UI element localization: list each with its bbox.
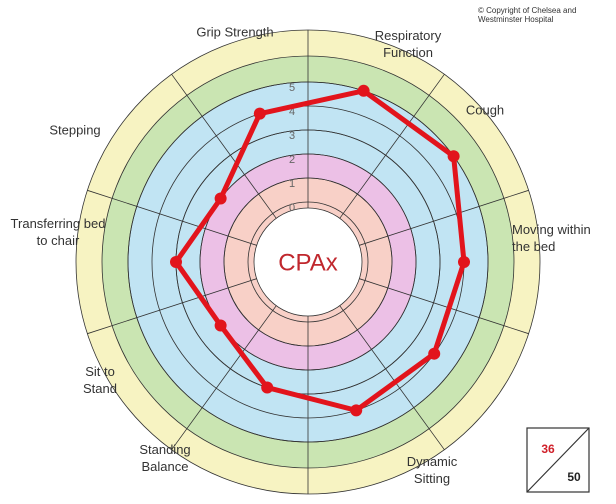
category-label: Grip Strength (196, 24, 274, 40)
category-label: Cough (465, 102, 505, 118)
point (458, 256, 470, 268)
point (253, 107, 266, 120)
point (214, 192, 227, 205)
chart-title: CPAx (278, 249, 338, 276)
copyright: © Copyright of Chelsea and Westminster H… (478, 6, 577, 24)
y-tick-label: 0 (289, 202, 295, 214)
category-label: Dynamic Sitting (406, 454, 458, 486)
category-label: Moving within the bed (512, 222, 591, 254)
spoke (339, 74, 445, 219)
point (214, 319, 227, 332)
category-label: Standing Balance (139, 442, 191, 474)
y-tick-label: 4 (289, 106, 295, 118)
category-label: Sit to Stand (83, 364, 117, 396)
spoke (87, 189, 257, 246)
spoke (171, 74, 277, 219)
spoke (87, 278, 257, 335)
spoke (359, 189, 529, 246)
category-label: Respiratory Function (374, 28, 442, 60)
point (357, 84, 370, 97)
y-tick-label: 3 (289, 130, 295, 142)
spoke (359, 278, 529, 335)
y-tick-label: 2 (289, 154, 295, 166)
y-tick-label: 5 (289, 82, 295, 94)
point (170, 256, 182, 268)
score-divider (526, 427, 590, 493)
spoke (171, 305, 277, 450)
point (261, 381, 274, 394)
spoke (339, 305, 445, 450)
point (350, 404, 363, 417)
point (428, 347, 441, 360)
score-value: 36 (541, 442, 555, 456)
category-label: Stepping (49, 122, 101, 138)
y-tick-label: 1 (289, 178, 295, 190)
point (447, 150, 460, 163)
score-max: 50 (567, 470, 581, 484)
category-label: Transferring bed to chair (10, 216, 106, 248)
